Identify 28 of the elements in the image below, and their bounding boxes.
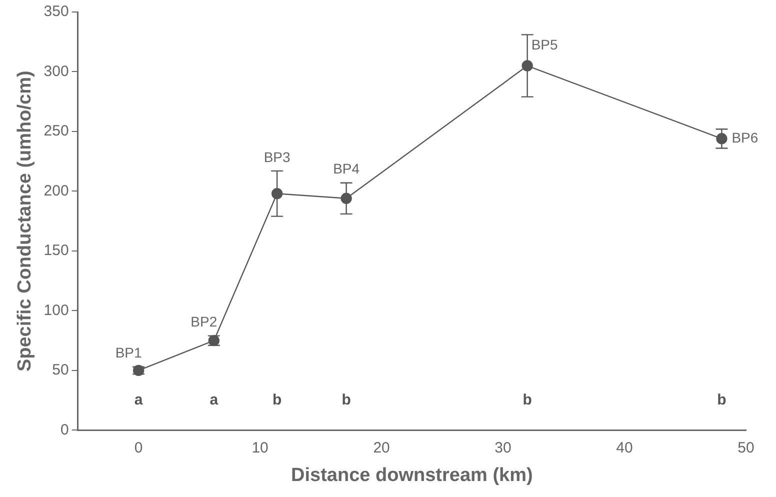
y-tick-label: 100 — [44, 302, 69, 319]
annotation: BP1 — [115, 344, 142, 361]
y-tick-label: 350 — [44, 3, 69, 20]
annotation: BP2 — [190, 314, 218, 330]
annotation: b — [272, 391, 282, 408]
y-tick-label: 0 — [60, 421, 69, 438]
y-tick-label: 150 — [44, 242, 69, 260]
annotation: BP6 — [732, 130, 758, 146]
annotation: b — [717, 391, 726, 408]
annotation: a — [210, 391, 219, 408]
y-tick-label: 200 — [44, 182, 69, 200]
annotation: BP3 — [264, 148, 291, 165]
y-tick-label: 250 — [44, 122, 69, 140]
annotation: b — [342, 391, 351, 408]
x-axis-title: Distance downstream (km) — [291, 464, 533, 486]
y-tick-label: 300 — [44, 62, 69, 80]
x-tick-label: 0 — [134, 439, 143, 456]
annotation: BP5 — [531, 36, 558, 53]
x-tick-label: 10 — [252, 439, 268, 456]
x-tick-label: 40 — [616, 439, 633, 456]
x-tick-label: 50 — [738, 439, 754, 456]
y-axis-title: Specific Conductance (umho/cm) — [14, 70, 36, 372]
annotation: b — [522, 391, 532, 408]
y-tick-label: 50 — [52, 362, 69, 379]
x-tick-label: 30 — [494, 439, 512, 456]
x-tick-label: 20 — [373, 439, 390, 456]
annotation: BP4 — [333, 160, 360, 177]
annotation: a — [134, 391, 144, 408]
